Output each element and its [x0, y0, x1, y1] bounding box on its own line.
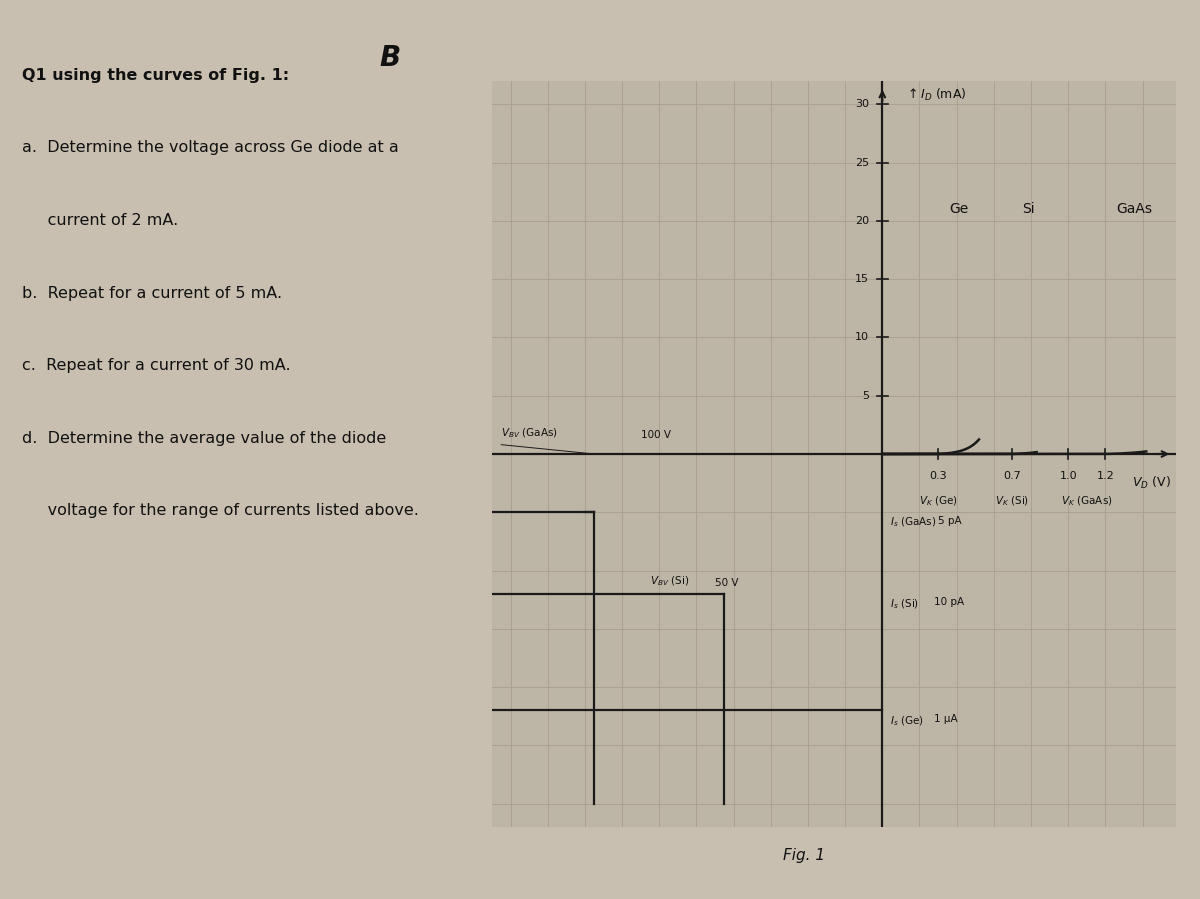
Text: $V_{BV}$ (Si): $V_{BV}$ (Si)	[650, 574, 689, 588]
Text: $V_D$ (V): $V_D$ (V)	[1132, 475, 1170, 491]
Text: B: B	[379, 44, 401, 73]
Text: 30: 30	[856, 99, 869, 109]
Text: Si: Si	[1021, 202, 1034, 216]
Text: 5 pA: 5 pA	[938, 516, 961, 526]
Text: $V_K$ (GaAs): $V_K$ (GaAs)	[1061, 494, 1112, 509]
Text: 5: 5	[863, 391, 869, 401]
Text: 15: 15	[856, 274, 869, 284]
Text: Ge: Ge	[949, 202, 968, 216]
Text: 0.3: 0.3	[929, 471, 947, 482]
Text: 50 V: 50 V	[715, 578, 738, 588]
Text: Fig. 1: Fig. 1	[782, 848, 826, 863]
Text: $\uparrow I_D$ (mA): $\uparrow I_D$ (mA)	[905, 86, 966, 102]
Text: 100 V: 100 V	[641, 430, 671, 440]
Text: b.  Repeat for a current of 5 mA.: b. Repeat for a current of 5 mA.	[22, 286, 282, 300]
Text: 1 μA: 1 μA	[935, 714, 958, 724]
Text: $I_s$ (Ge): $I_s$ (Ge)	[889, 714, 924, 727]
Text: 10: 10	[856, 333, 869, 343]
Text: c.  Repeat for a current of 30 mA.: c. Repeat for a current of 30 mA.	[22, 359, 290, 373]
Text: current of 2 mA.: current of 2 mA.	[22, 213, 178, 228]
Text: $V_K$ (Si): $V_K$ (Si)	[995, 494, 1030, 509]
Text: 10 pA: 10 pA	[935, 598, 965, 608]
Text: 1.0: 1.0	[1060, 471, 1078, 482]
Text: a.  Determine the voltage across Ge diode at a: a. Determine the voltage across Ge diode…	[22, 140, 398, 156]
Text: 0.7: 0.7	[1003, 471, 1021, 482]
Text: $V_K$ (Ge): $V_K$ (Ge)	[918, 494, 958, 509]
Text: 20: 20	[856, 216, 869, 226]
Text: $I_s$ (Si): $I_s$ (Si)	[889, 598, 919, 611]
Text: 1.2: 1.2	[1097, 471, 1115, 482]
Text: d.  Determine the average value of the diode: d. Determine the average value of the di…	[22, 431, 386, 446]
Text: GaAs: GaAs	[1116, 202, 1152, 216]
Text: Q1 using the curves of Fig. 1:: Q1 using the curves of Fig. 1:	[22, 68, 289, 83]
Text: $I_s$ (GaAs): $I_s$ (GaAs)	[889, 516, 936, 530]
Text: voltage for the range of currents listed above.: voltage for the range of currents listed…	[22, 503, 419, 519]
Text: $V_{BV}$ (GaAs): $V_{BV}$ (GaAs)	[502, 426, 558, 440]
Text: 25: 25	[856, 157, 869, 167]
